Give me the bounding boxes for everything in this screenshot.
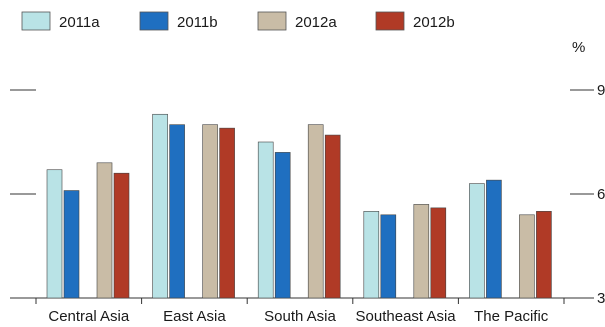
y-tick-label: 3 (597, 290, 605, 307)
legend-item: 2012b (375, 11, 455, 31)
bar-2011a (257, 141, 274, 299)
legend-label: 2012b (413, 14, 455, 31)
bar-2011b (274, 152, 291, 299)
bar-2011b (380, 214, 397, 299)
bar-2011a (46, 169, 63, 299)
bar-2011a (469, 183, 485, 299)
category-label: East Asia (163, 308, 226, 325)
legend: 2011a 2011b 2012a 2012b (21, 11, 455, 31)
category-label: South Asia (264, 308, 336, 325)
bar-2011a (363, 211, 380, 299)
bar-2012a (413, 204, 430, 299)
bar-2012b (430, 207, 447, 299)
bars (46, 113, 552, 299)
category-labels: Central Asia East Asia South Asia Southeast… (48, 308, 548, 325)
bar-2012a (307, 124, 324, 299)
legend-item: 2011b (139, 11, 218, 31)
bar-2011b (169, 124, 185, 299)
legend-label: 2011b (177, 14, 218, 31)
category-label: The Pacific (474, 308, 549, 325)
y-tick-label: 6 (597, 186, 605, 203)
bar-2011a (152, 113, 168, 299)
bar-2011b (486, 179, 502, 299)
bar-2012a (519, 214, 535, 299)
y-unit-label: % (572, 39, 585, 56)
category-label: Central Asia (48, 308, 130, 325)
legend-swatch (21, 11, 51, 31)
bar-2012a (96, 162, 113, 299)
legend-swatch (257, 11, 287, 31)
category-label: Southeast Asia (356, 308, 457, 325)
bar-2011b (63, 190, 80, 299)
legend-item: 2011a (21, 11, 100, 31)
bar-2012b (113, 172, 130, 299)
bar-2012b (219, 127, 235, 299)
y-tick-label: 9 (597, 82, 605, 99)
legend-item: 2012a (257, 11, 337, 31)
bar-2012a (202, 124, 218, 299)
legend-swatch (375, 11, 405, 31)
legend-label: 2011a (59, 14, 100, 31)
bar-2012b (324, 134, 341, 299)
bar-2012b (536, 211, 552, 299)
legend-label: 2012a (295, 14, 337, 31)
legend-swatch (139, 11, 169, 31)
